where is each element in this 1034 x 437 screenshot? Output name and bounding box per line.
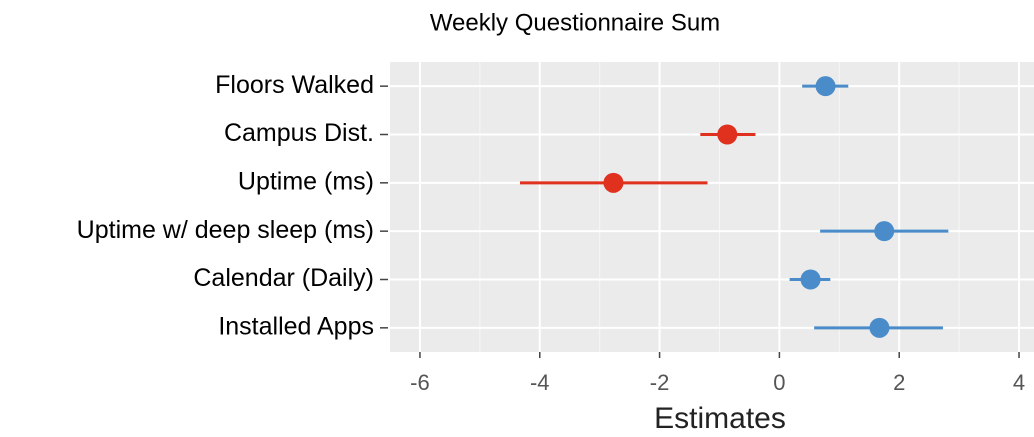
x-tick-label: 4 [1013, 370, 1025, 395]
y-tick-label: Uptime (ms) [238, 167, 374, 195]
chart-title: Weekly Questionnaire Sum [430, 9, 720, 36]
point [603, 172, 624, 193]
y-tick-label: Campus Dist. [224, 119, 374, 147]
x-tick-label: -2 [650, 370, 670, 395]
y-tick-label: Installed Apps [218, 312, 374, 340]
x-axis-title: Estimates [654, 402, 786, 435]
x-tick-label: -6 [410, 370, 430, 395]
x-tick-label: 2 [893, 370, 905, 395]
point [815, 76, 836, 97]
point [874, 221, 895, 242]
point [869, 317, 890, 338]
x-tick-label: 0 [773, 370, 785, 395]
point [717, 124, 738, 145]
y-tick-label: Calendar (Daily) [193, 264, 374, 292]
x-tick-label: -4 [530, 370, 550, 395]
y-tick-label: Uptime w/ deep sleep (ms) [77, 216, 374, 244]
point [800, 269, 821, 290]
y-tick-label: Floors Walked [215, 71, 374, 99]
panel [390, 62, 1034, 352]
